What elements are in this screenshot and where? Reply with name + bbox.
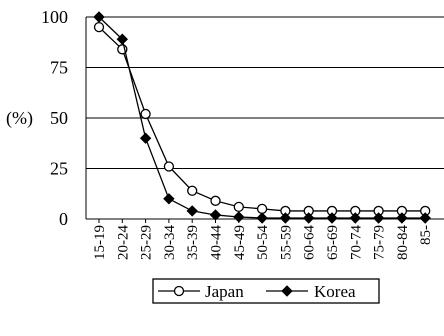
x-tick-label: 15-19 [92,225,108,260]
series-layer [93,11,431,224]
x-tick-label: 25-29 [139,225,155,260]
y-tick-label: 50 [50,108,68,128]
series-korea [93,11,431,224]
data-point-korea [256,212,268,224]
x-tick-label: 75-79 [372,225,388,260]
data-point-korea [349,212,362,224]
x-tick-label: 50-54 [255,225,271,260]
data-point-japan [140,108,151,120]
data-point-korea [93,11,105,23]
data-point-korea [209,209,222,221]
legend-marker-japan [173,285,185,297]
data-point-japan [233,201,244,213]
x-tick-label: 80-84 [395,225,411,260]
x-tick-label: 70-74 [348,225,364,260]
x-tick-label: 60-64 [302,225,318,260]
x-tick-label: 35-39 [185,225,201,260]
axis-layer [85,17,426,223]
legend-label-korea: Korea [314,282,356,301]
data-point-korea [279,212,292,224]
x-tick-label: 55-59 [278,225,294,260]
data-point-korea [186,205,198,217]
data-point-japan [210,195,221,206]
data-point-korea [419,212,431,224]
y-tick-label: 75 [50,58,68,78]
x-tick-label: 30-34 [162,225,178,260]
data-point-korea [326,212,338,224]
series-japan [93,21,431,217]
y-tick-label: 0 [59,209,68,229]
data-point-korea [163,193,175,205]
legend-label-japan: Japan [205,282,244,301]
grid-layer [86,16,444,220]
x-tick-label: 40-44 [209,225,225,260]
x-tick-label: 45-49 [232,225,248,260]
legend-marker-korea [281,285,293,297]
label-layer: (%) 0 25 50 75 100 15-19 20-24 25-29 30-34 35-39 4… [6,7,434,260]
data-point-korea [396,212,408,224]
data-point-korea [302,212,315,224]
y-axis-label: (%) [6,108,33,129]
x-tick-label: 20-24 [115,225,131,260]
data-point-korea [139,132,152,144]
data-point-korea [372,212,385,224]
x-tick-label: 85- [418,225,434,245]
x-tick-label: 65-69 [325,225,341,260]
data-point-japan [256,203,268,215]
series-line-japan [98,26,426,212]
y-tick-label: 25 [50,159,68,179]
legend: Japan Korea [152,278,380,304]
data-point-japan [187,185,198,196]
data-point-korea [116,33,129,45]
data-point-japan [163,161,175,172]
data-point-korea [233,211,245,223]
y-tick-label: 100 [41,7,68,27]
data-point-japan [93,21,105,33]
